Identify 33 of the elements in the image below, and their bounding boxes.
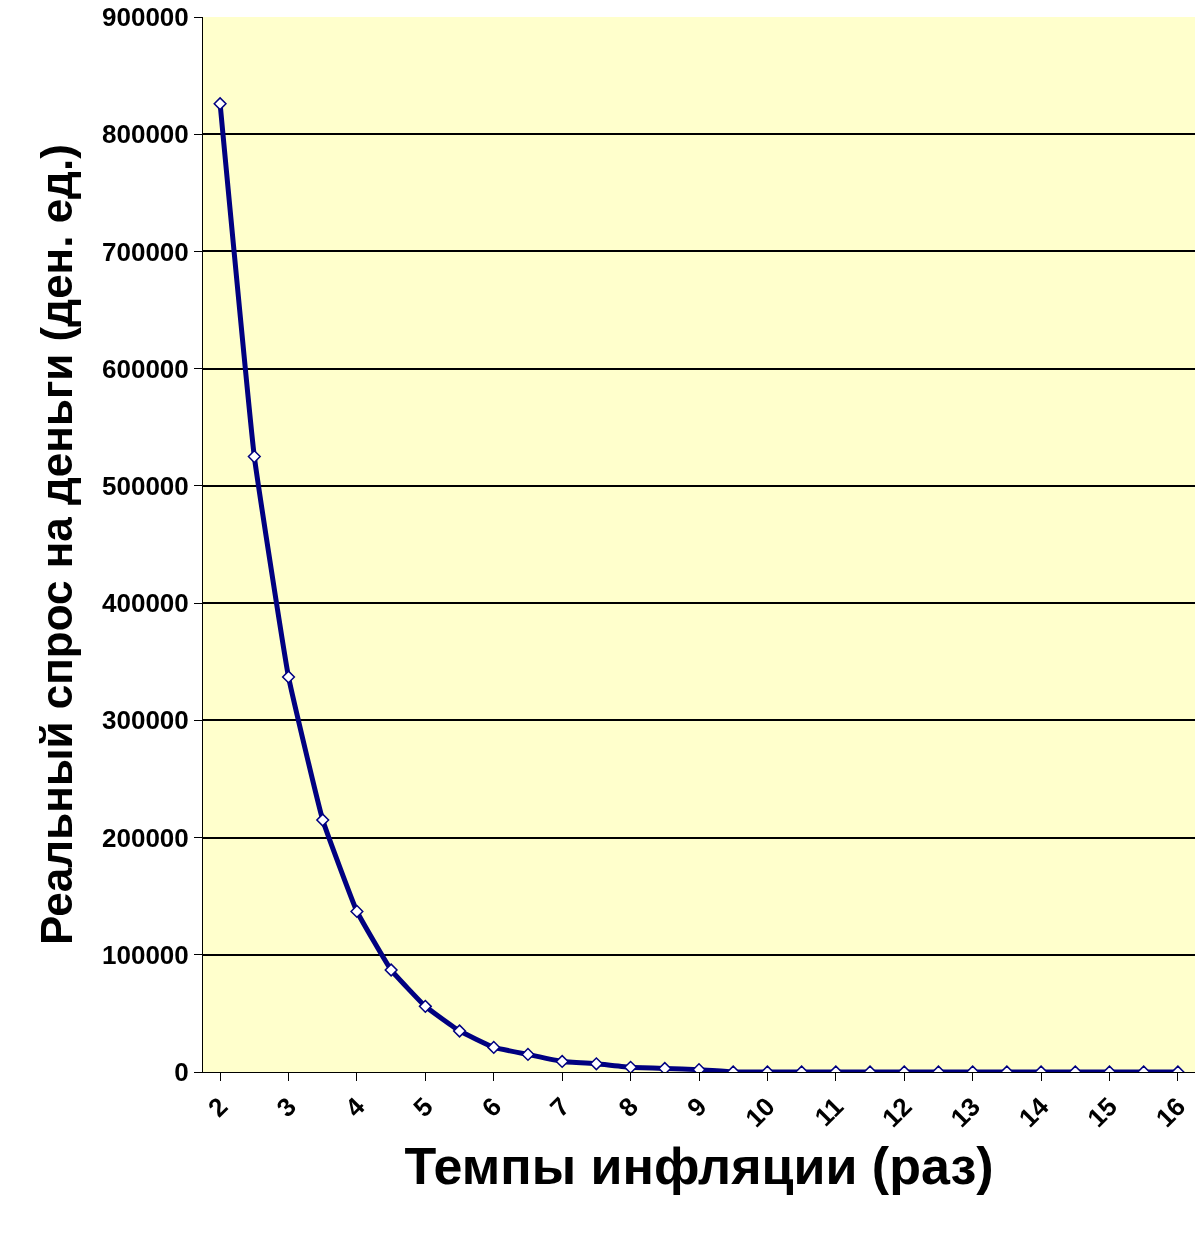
x-tick-label: 4 <box>338 1091 371 1123</box>
x-tick-label: 16 <box>1149 1091 1192 1134</box>
y-tick-label: 700000 <box>102 236 189 267</box>
point <box>281 670 296 684</box>
x-tick-label: 10 <box>739 1091 781 1134</box>
y-tick-label: 500000 <box>102 470 189 501</box>
x-axis-title: Темпы инфляции (раз) <box>404 1136 994 1195</box>
x-tick-label: 14 <box>1012 1091 1055 1134</box>
y-tick-label: 0 <box>174 1057 189 1088</box>
x-tick-label: 12 <box>876 1091 918 1134</box>
y-tick-label: 800000 <box>102 119 189 150</box>
x-tick-label: 9 <box>680 1091 713 1123</box>
y-tick-label: 300000 <box>102 705 189 736</box>
y-axis-title: Реальный спрос на деньги (ден. ед.) <box>32 144 82 945</box>
x-tick-label: 7 <box>544 1091 576 1123</box>
x-tick-label: 2 <box>202 1091 234 1123</box>
x-tick-label: 15 <box>1081 1091 1123 1134</box>
y-tick-label: 200000 <box>102 822 189 853</box>
x-tick-label: 5 <box>407 1091 439 1123</box>
point <box>623 1060 638 1072</box>
point <box>658 1061 672 1072</box>
point <box>213 97 227 111</box>
y-tick-label: 600000 <box>102 353 189 384</box>
y-tick-label: 900000 <box>102 2 189 33</box>
y-tick-label: 400000 <box>102 588 189 619</box>
x-tick-label: 11 <box>808 1091 850 1133</box>
x-tick-label: 3 <box>270 1091 302 1123</box>
x-tick-label: 8 <box>612 1091 645 1123</box>
point <box>247 449 261 464</box>
x-tick-label: 13 <box>944 1091 987 1134</box>
x-tick-label: 6 <box>475 1091 508 1123</box>
y-tick-label: 100000 <box>102 939 189 970</box>
point <box>316 813 330 827</box>
